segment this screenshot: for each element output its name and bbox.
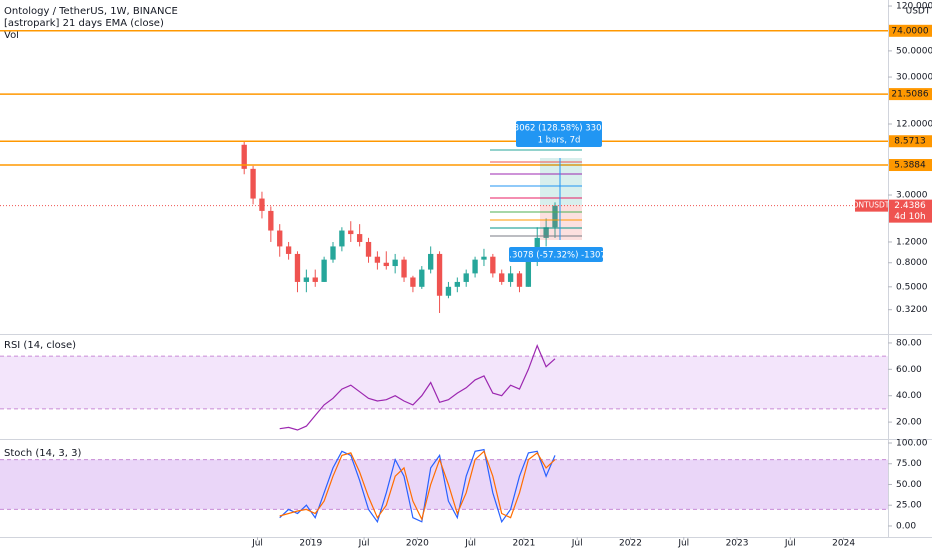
y-tick-label: 100.00 xyxy=(896,438,928,448)
level-label: 5.3884 xyxy=(894,161,926,171)
stoch-title: Stoch (14, 3, 3) xyxy=(4,448,81,459)
y-tick-label: 0.00 xyxy=(896,521,916,531)
symbol-label-bg xyxy=(855,199,888,212)
level-label-bg xyxy=(889,88,932,101)
candle-body xyxy=(445,286,452,296)
x-tick-label: Jul xyxy=(571,539,583,549)
rsi-title: RSI (14, close) xyxy=(4,340,76,351)
countdown-label: 4d 10h xyxy=(894,212,925,222)
fib-drawing xyxy=(490,149,582,240)
candle-body xyxy=(552,205,558,228)
indicator-line xyxy=(279,450,556,522)
y-tick-label: 3.0000 xyxy=(896,191,928,201)
candle-body xyxy=(410,277,416,287)
y-tick-label: 1.2000 xyxy=(896,237,928,247)
candle-body xyxy=(250,168,256,199)
candle-body xyxy=(454,281,460,287)
measure-box xyxy=(509,247,603,262)
y-tick-label: 60.00 xyxy=(896,365,922,375)
y-tick-label: 25.00 xyxy=(896,501,922,511)
x-tick-label: 2023 xyxy=(726,539,749,549)
level-label-bg xyxy=(889,159,932,172)
y-tick-label: 50.0000 xyxy=(896,46,932,56)
candle-body xyxy=(259,198,265,211)
x-tick-label: 2022 xyxy=(619,539,642,549)
y-tick-label: 120.0000 xyxy=(896,2,932,12)
candle-body xyxy=(481,256,487,260)
long-profit-zone xyxy=(540,158,582,205)
y-tick-label: 80.00 xyxy=(896,338,922,348)
y-tick-label: 30.0000 xyxy=(896,73,932,83)
last-price-label: 2.4386 xyxy=(894,201,926,211)
indicator-line xyxy=(279,448,556,524)
band-fill xyxy=(0,459,888,510)
candle-body xyxy=(294,253,301,282)
x-tick-label: 2020 xyxy=(406,539,429,549)
level-label-bg xyxy=(889,24,932,37)
measure-text: 3.3062 (128.58%) 33062 xyxy=(506,124,613,134)
candle-body xyxy=(543,227,549,238)
symbol-label: ONTUSDT xyxy=(853,201,890,210)
band-fill xyxy=(0,356,888,409)
candle-body xyxy=(516,273,523,287)
candle-body xyxy=(374,256,381,263)
level-label: 21.5086 xyxy=(891,90,928,100)
candle-body xyxy=(285,246,292,254)
candle-body xyxy=(365,241,372,257)
measure-text: -1.3078 (-57.32%) -13078 xyxy=(501,251,611,261)
y-tick-label: 0.3200 xyxy=(896,305,928,315)
candle-body xyxy=(268,210,274,231)
volume-legend: Vol xyxy=(4,30,19,41)
candle-body xyxy=(428,253,434,270)
currency-label: USDT xyxy=(906,7,931,17)
x-tick-label: 2021 xyxy=(512,539,535,549)
level-label: 74.0000 xyxy=(891,26,928,36)
candle-body xyxy=(303,277,310,282)
level-label-bg xyxy=(889,135,932,148)
candle-body xyxy=(330,246,336,260)
symbol-title: Ontology / TetherUS, 1W, BINANCE xyxy=(4,6,178,17)
y-tick-label: 75.00 xyxy=(896,459,922,469)
candle-body xyxy=(463,273,469,282)
x-tick-label: Jul xyxy=(464,539,476,549)
candle-body xyxy=(339,230,345,247)
x-tick-label: Jul xyxy=(677,539,689,549)
x-tick-label: 2024 xyxy=(832,539,855,549)
candle-body xyxy=(356,234,363,242)
long-loss-zone xyxy=(540,205,582,240)
candle-body xyxy=(436,253,443,296)
candle-body xyxy=(525,259,532,287)
indicator-legend: [astropark] 21 days EMA (close) xyxy=(4,18,164,29)
y-tick-label: 20.00 xyxy=(896,418,922,428)
candle-body xyxy=(472,259,478,274)
candle-body xyxy=(419,269,425,287)
candle-body xyxy=(401,259,407,278)
y-tick-label: 40.00 xyxy=(896,391,922,401)
candle-body xyxy=(321,259,327,282)
x-tick-label: Jul xyxy=(358,539,370,549)
x-tick-label: 2019 xyxy=(299,539,322,549)
candle-body xyxy=(277,230,283,247)
x-tick-label: Jul xyxy=(251,539,263,549)
candle-body xyxy=(383,262,389,267)
indicator-line xyxy=(279,343,556,431)
last-price-bg xyxy=(889,199,932,223)
y-tick-label: 50.00 xyxy=(896,480,922,490)
candle-body xyxy=(392,259,398,267)
candle-body xyxy=(348,230,354,235)
candle-body xyxy=(490,256,496,274)
measure-text: 1 bars, 7d xyxy=(538,136,581,146)
y-tick-label: 12.0000 xyxy=(896,120,932,130)
measure-box xyxy=(516,121,602,147)
y-tick-label: 0.5000 xyxy=(896,282,928,292)
x-tick-label: Jul xyxy=(784,539,796,549)
candle-body xyxy=(507,273,514,282)
candle-body xyxy=(241,144,247,169)
candle-body xyxy=(312,277,318,282)
y-tick-label: 0.8000 xyxy=(896,258,928,268)
level-label: 8.5713 xyxy=(894,137,926,147)
candle-body xyxy=(499,273,505,282)
